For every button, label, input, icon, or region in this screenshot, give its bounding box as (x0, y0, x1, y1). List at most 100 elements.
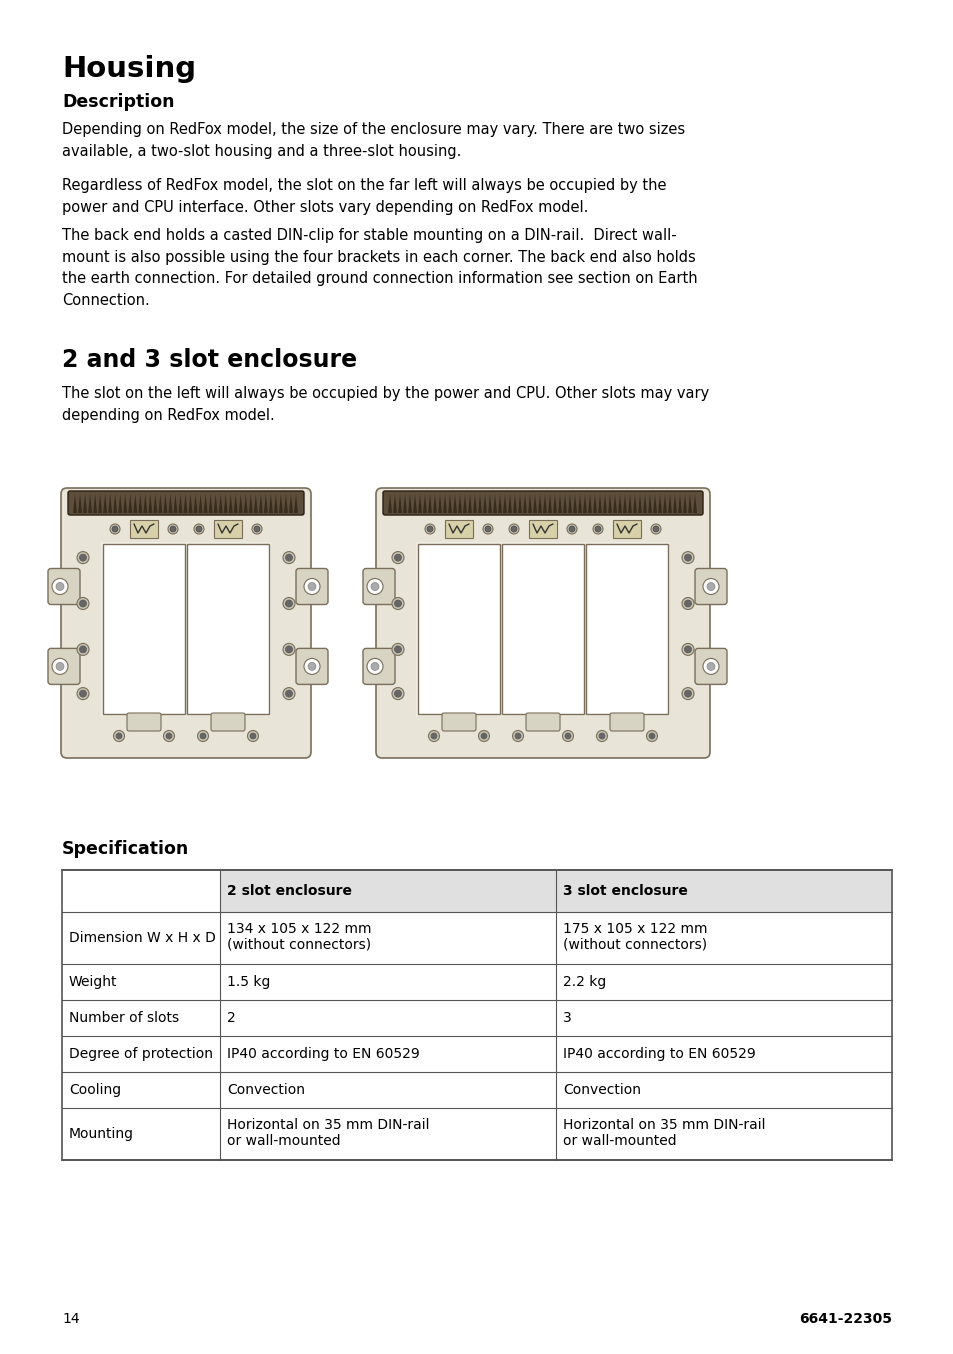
Text: Dimension W x H x D: Dimension W x H x D (69, 932, 215, 945)
Polygon shape (477, 494, 481, 513)
Circle shape (598, 733, 604, 739)
Polygon shape (173, 494, 177, 513)
Polygon shape (562, 494, 566, 513)
Bar (130, 520, 158, 538)
Text: Number of slots: Number of slots (69, 1011, 179, 1025)
Circle shape (77, 688, 89, 700)
Circle shape (509, 524, 518, 533)
Polygon shape (658, 494, 661, 513)
Circle shape (200, 733, 206, 739)
Polygon shape (163, 494, 167, 513)
Polygon shape (578, 494, 581, 513)
Text: Horizontal on 35 mm DIN-rail: Horizontal on 35 mm DIN-rail (227, 1118, 429, 1132)
Circle shape (482, 524, 493, 533)
Polygon shape (437, 494, 441, 513)
Polygon shape (513, 494, 517, 513)
FancyBboxPatch shape (695, 569, 726, 604)
Circle shape (566, 524, 577, 533)
Polygon shape (448, 494, 452, 513)
Polygon shape (537, 494, 541, 513)
Polygon shape (502, 494, 506, 513)
Polygon shape (522, 494, 526, 513)
Circle shape (702, 658, 719, 674)
Circle shape (681, 597, 693, 609)
Circle shape (52, 658, 68, 674)
Polygon shape (88, 494, 92, 513)
Circle shape (168, 524, 178, 533)
Polygon shape (667, 494, 671, 513)
Text: 6641-22305: 6641-22305 (799, 1312, 891, 1326)
Polygon shape (209, 494, 213, 513)
Polygon shape (633, 494, 637, 513)
Polygon shape (558, 494, 561, 513)
Polygon shape (189, 494, 193, 513)
Polygon shape (462, 494, 467, 513)
FancyBboxPatch shape (68, 492, 304, 515)
Polygon shape (393, 494, 396, 513)
Polygon shape (682, 494, 686, 513)
Circle shape (285, 646, 293, 653)
Polygon shape (547, 494, 552, 513)
Circle shape (395, 646, 401, 653)
Circle shape (247, 731, 258, 742)
Polygon shape (488, 494, 492, 513)
Circle shape (515, 733, 520, 739)
Polygon shape (143, 494, 147, 513)
Circle shape (79, 554, 87, 561)
Circle shape (562, 731, 573, 742)
Polygon shape (198, 494, 202, 513)
Text: or wall-mounted: or wall-mounted (562, 1135, 676, 1148)
FancyBboxPatch shape (382, 492, 702, 515)
Polygon shape (138, 494, 142, 513)
Text: Degree of protection: Degree of protection (69, 1047, 213, 1062)
Polygon shape (78, 494, 82, 513)
Text: Cooling: Cooling (69, 1083, 121, 1097)
Text: Weight: Weight (69, 975, 117, 988)
Text: Horizontal on 35 mm DIN-rail: Horizontal on 35 mm DIN-rail (562, 1118, 764, 1132)
Circle shape (285, 600, 293, 607)
Polygon shape (428, 494, 432, 513)
Circle shape (392, 688, 403, 700)
Polygon shape (593, 494, 597, 513)
Circle shape (371, 582, 378, 590)
Polygon shape (218, 494, 222, 513)
Polygon shape (527, 494, 532, 513)
Circle shape (484, 525, 491, 532)
Circle shape (166, 733, 172, 739)
Circle shape (77, 597, 89, 609)
Circle shape (113, 731, 125, 742)
Polygon shape (158, 494, 162, 513)
Circle shape (596, 731, 607, 742)
Polygon shape (123, 494, 127, 513)
Polygon shape (148, 494, 152, 513)
Bar (101, 542, 271, 716)
Circle shape (367, 578, 382, 594)
FancyBboxPatch shape (48, 569, 80, 604)
Circle shape (252, 524, 262, 533)
Polygon shape (294, 494, 297, 513)
Circle shape (648, 733, 655, 739)
Polygon shape (183, 494, 188, 513)
Polygon shape (274, 494, 277, 513)
Circle shape (304, 578, 319, 594)
Text: 175 x 105 x 122 mm: 175 x 105 x 122 mm (562, 922, 707, 936)
Polygon shape (408, 494, 412, 513)
Circle shape (77, 551, 89, 563)
Circle shape (395, 600, 401, 607)
Polygon shape (453, 494, 456, 513)
Polygon shape (397, 494, 401, 513)
Polygon shape (203, 494, 208, 513)
Polygon shape (278, 494, 283, 513)
Text: Convection: Convection (227, 1083, 305, 1097)
Polygon shape (422, 494, 427, 513)
Polygon shape (622, 494, 626, 513)
Bar (103, 544, 185, 714)
Polygon shape (542, 494, 546, 513)
Circle shape (285, 554, 293, 561)
Text: Description: Description (62, 93, 174, 111)
Circle shape (163, 731, 174, 742)
Circle shape (253, 525, 260, 532)
Polygon shape (233, 494, 237, 513)
Polygon shape (642, 494, 646, 513)
Circle shape (480, 733, 486, 739)
